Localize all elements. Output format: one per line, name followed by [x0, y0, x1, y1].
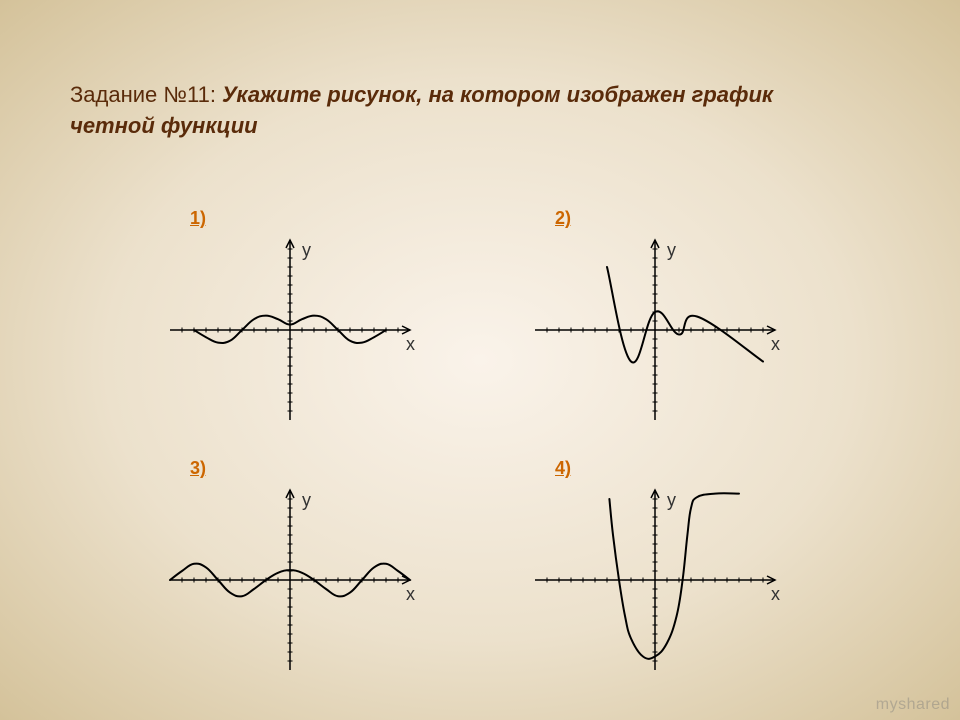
svg-text:у: у — [667, 240, 676, 260]
plot-2-svg: ух — [495, 200, 835, 430]
plot-4-svg: ух — [495, 450, 835, 680]
svg-text:х: х — [771, 584, 780, 604]
plots-grid: 1) ух 2) ух 3) ух 4) ух — [130, 200, 850, 690]
plot-4: 4) ух — [495, 450, 835, 680]
plot-1: 1) ух — [130, 200, 470, 430]
watermark: myshared — [876, 696, 950, 714]
plot-4-label: 4) — [555, 458, 571, 479]
plot-2-label: 2) — [555, 208, 571, 229]
plot-1-svg: ух — [130, 200, 470, 430]
svg-text:у: у — [302, 240, 311, 260]
title-lead: Задание №11: — [70, 82, 222, 107]
svg-text:х: х — [771, 334, 780, 354]
plot-3-label: 3) — [190, 458, 206, 479]
svg-text:х: х — [406, 334, 415, 354]
plot-3-svg: ух — [130, 450, 470, 680]
svg-text:х: х — [406, 584, 415, 604]
plot-2: 2) ух — [495, 200, 835, 430]
plot-1-label: 1) — [190, 208, 206, 229]
plot-3: 3) ух — [130, 450, 470, 680]
task-title: Задание №11: Укажите рисунок, на котором… — [70, 80, 850, 142]
svg-text:у: у — [302, 490, 311, 510]
svg-text:у: у — [667, 490, 676, 510]
